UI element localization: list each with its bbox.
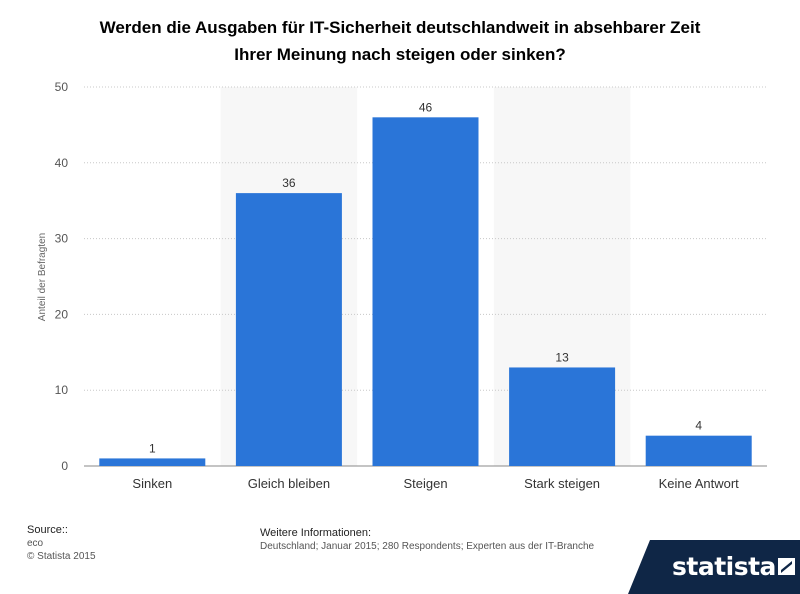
y-tick-label: 0 [61,459,68,473]
source-label: Source:: [27,524,68,536]
info-value: Deutschland; Januar 2015; 280 Respondent… [260,541,595,552]
category-label: Steigen [403,476,447,491]
brand-name: statista [672,552,776,581]
info-label: Weitere Informationen: [260,527,372,539]
source-block: Source:: eco © Statista 2015 [27,524,96,563]
bar[interactable] [509,367,616,466]
chart-title-line-1: Werden die Ausgaben für IT-Sicherheit de… [99,18,701,37]
data-label: 46 [419,100,433,114]
bar[interactable] [645,435,752,466]
bar[interactable] [372,117,479,466]
y-tick-label: 30 [55,232,69,246]
y-tick-label: 10 [55,383,69,397]
statista-logo-icon [778,558,795,575]
category-label: Keine Antwort [659,476,740,491]
info-block: Weitere Informationen: Deutschland; Janu… [260,527,594,553]
data-label: 36 [282,176,296,190]
source-value: eco [27,538,44,549]
data-label: 1 [149,441,156,455]
category-label: Gleich bleiben [248,476,330,491]
bar[interactable] [235,193,342,466]
y-tick-label: 40 [55,156,69,170]
chart-title-line-2: Ihrer Meinung nach steigen oder sinken? [234,45,566,64]
category-label: Stark steigen [524,476,600,491]
copyright: © Statista 2015 [27,551,96,562]
y-axis-label: Anteil der Befragten [37,233,48,321]
data-label: 4 [695,419,702,433]
chart-title: Werden die Ausgaben für IT-Sicherheit de… [0,14,800,68]
y-tick-label: 50 [55,80,69,94]
data-label: 13 [555,350,569,364]
y-tick-label: 20 [55,307,69,321]
bar[interactable] [99,458,206,466]
category-label: Sinken [132,476,172,491]
statista-brand[interactable]: statista [628,540,800,594]
